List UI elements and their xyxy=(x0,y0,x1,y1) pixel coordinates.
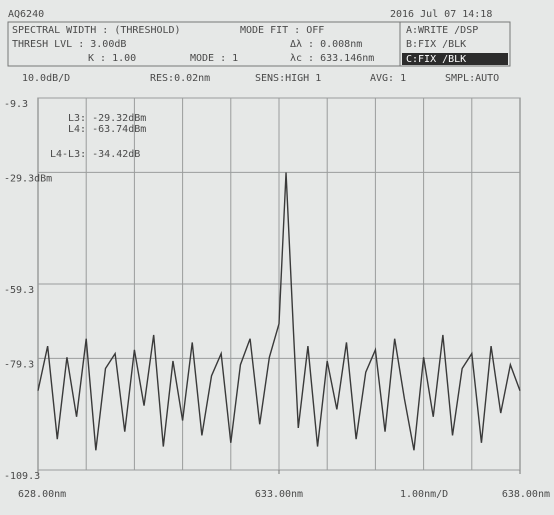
status-text: RES:0.02nm xyxy=(150,73,210,84)
status-text: AVG: 1 xyxy=(370,73,406,84)
marker-annotation: L4-L3: -34.42dB xyxy=(50,149,140,160)
y-tick-label: -109.3 xyxy=(4,471,40,482)
trace-text: C:FIX /BLK xyxy=(406,54,466,65)
info-text: MODE : 1 xyxy=(190,53,238,64)
status-text: SMPL:AUTO xyxy=(445,73,499,84)
trace-text: A:WRITE /DSP xyxy=(406,25,478,36)
spectrum-trace xyxy=(37,172,521,451)
plot: -9.3 -29.3dBm -59.3 -79.3 -109.3 628.00nm 633.… xyxy=(4,97,550,500)
y-tick-label: -79.3 xyxy=(4,359,34,370)
x-scale-label: 1.00nm/D xyxy=(400,489,448,500)
x-tick-label: 628.00nm xyxy=(18,489,66,500)
info-text: λc : 633.146nm xyxy=(290,53,374,64)
info-text: K : 1.00 xyxy=(88,53,136,64)
x-tick-label: 638.00nm xyxy=(502,489,550,500)
marker-annotation: L4: -63.74dBm xyxy=(68,124,146,135)
status-text: SENS:HIGH 1 xyxy=(255,73,321,84)
trace-text: B:FIX /BLK xyxy=(406,39,466,50)
info-text: Δλ : 0.008nm xyxy=(290,39,362,50)
trace-highlight xyxy=(402,53,508,65)
datetime: 2016 Jul 07 14:18 xyxy=(390,9,492,20)
info-text: SPECTRAL WIDTH : (THRESHOLD) xyxy=(12,25,181,36)
model: AQ6240 xyxy=(8,9,44,20)
trace-box xyxy=(399,21,511,67)
status-text: 10.0dB/D xyxy=(22,73,70,84)
y-tick-label: -29.3dBm xyxy=(4,173,52,184)
y-tick-label: -9.3 xyxy=(4,99,28,110)
x-tick-label: 633.00nm xyxy=(255,489,303,500)
info-text: MODE FIT : OFF xyxy=(240,25,324,36)
info-text: THRESH LVL : 3.00dB xyxy=(12,39,126,50)
marker-annotation: L3: -29.32dBm xyxy=(68,113,146,124)
y-tick-label: -59.3 xyxy=(4,285,34,296)
